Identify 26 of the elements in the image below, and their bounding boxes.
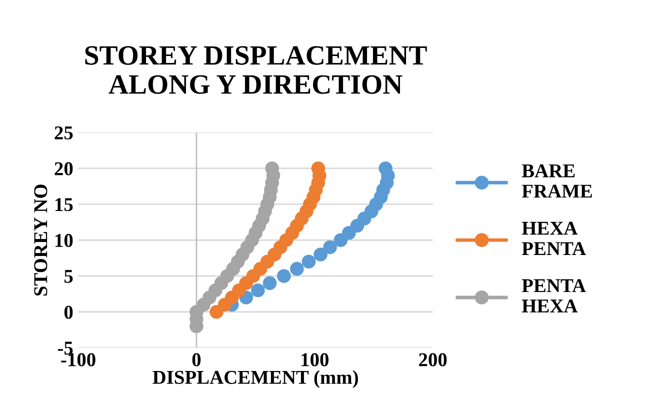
x-tick-label: -100	[61, 353, 96, 366]
y-tick-label: 5	[64, 270, 73, 283]
x-tick-label: 200	[419, 353, 447, 366]
point	[314, 248, 328, 262]
y-tick-label: 10	[56, 234, 73, 248]
y-tick-label: -5	[58, 342, 73, 355]
point	[342, 226, 356, 240]
legend-label: BARE FRAME	[522, 164, 592, 198]
x-axis-title: DISPLACEMENT (mm)	[152, 370, 358, 388]
point	[277, 269, 291, 283]
x-tick-label: 100	[302, 353, 328, 366]
point	[302, 254, 316, 269]
chart-title: STOREY DISPLACEMENT ALONG Y DIRECTION	[85, 46, 427, 94]
y-tick-label: 25	[54, 126, 73, 140]
x-tick-label: 0	[192, 353, 201, 366]
y-tick-label: 20	[54, 162, 73, 176]
y-axis-title: STOREY NO	[34, 184, 48, 296]
point	[378, 161, 392, 176]
y-tick-label: 15	[56, 198, 73, 212]
point	[290, 262, 304, 276]
point	[262, 276, 277, 290]
point	[323, 240, 337, 254]
y-tick-label: 0	[64, 306, 73, 319]
legend-label: PENTA HEXA	[522, 279, 586, 312]
legend-label: HEXA PENTA	[522, 222, 586, 255]
point	[251, 283, 265, 298]
